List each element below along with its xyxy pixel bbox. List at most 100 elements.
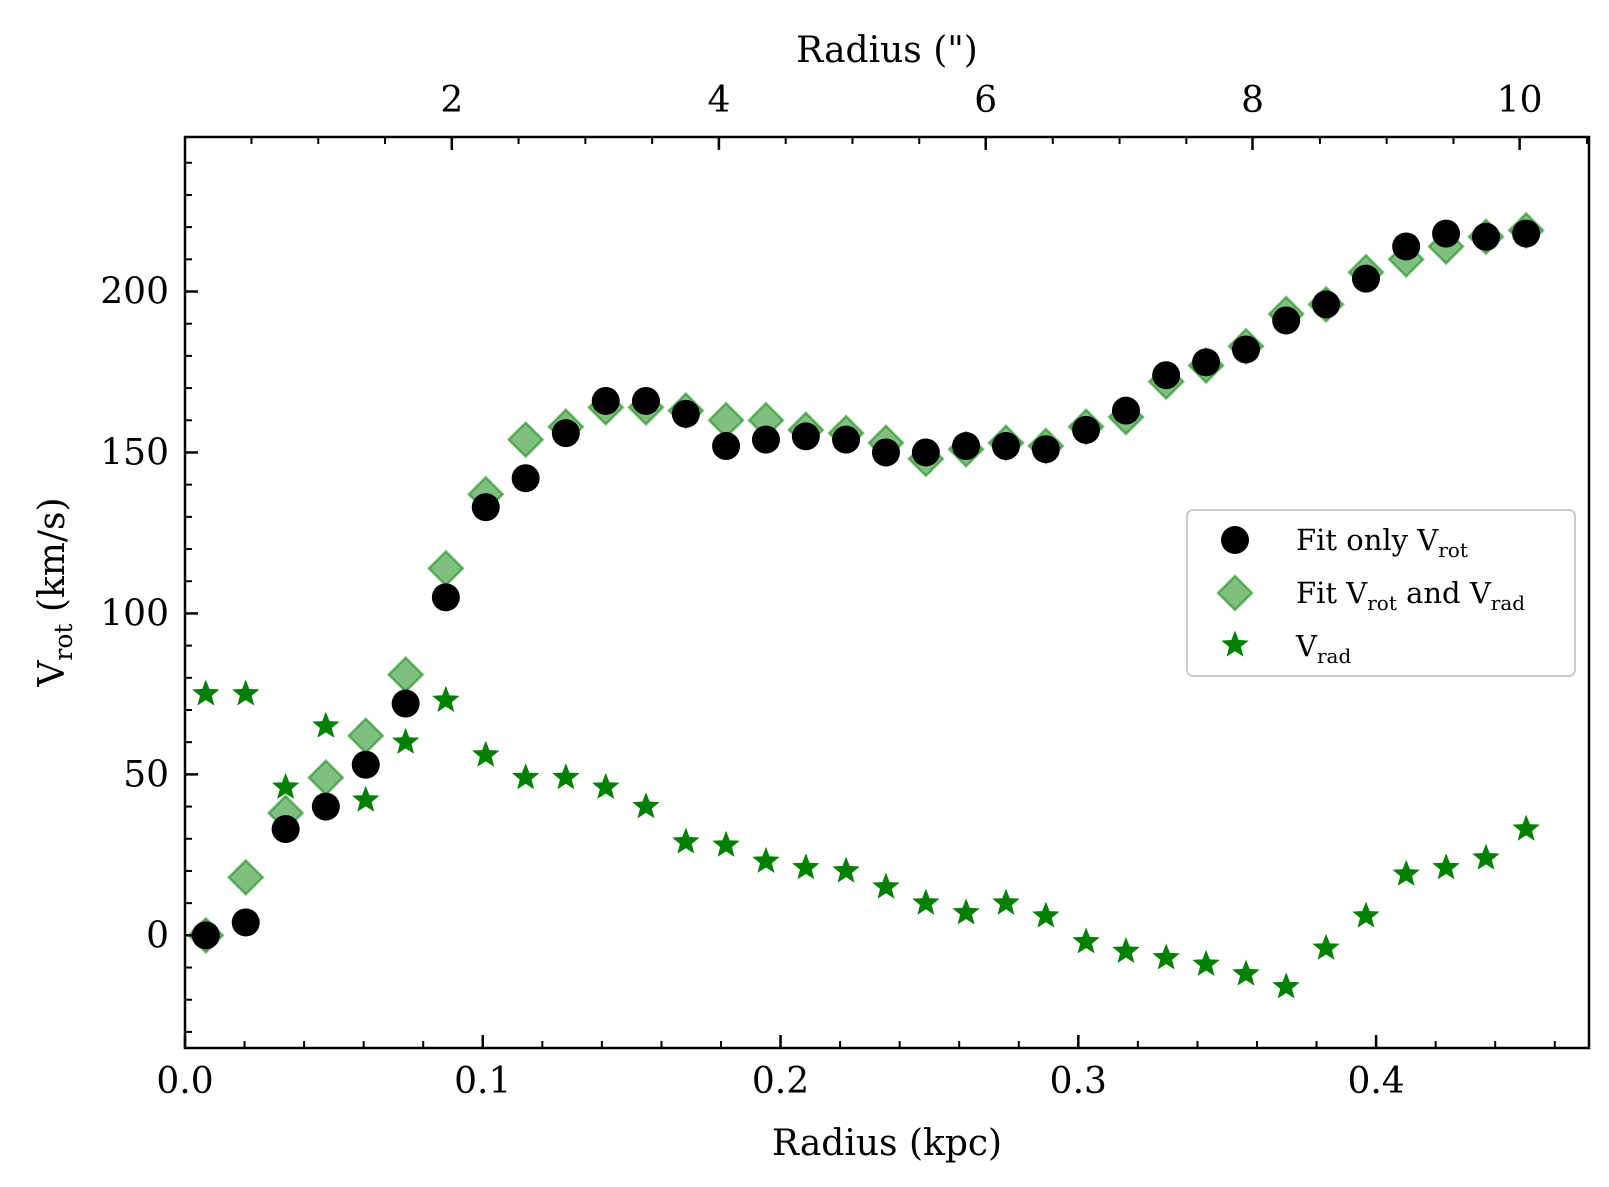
legend-box	[1186, 509, 1576, 677]
circle-point	[431, 583, 460, 612]
diamond-point	[386, 655, 425, 694]
circle-point	[1471, 222, 1500, 251]
circle-point	[1392, 232, 1421, 261]
circle-point	[1152, 361, 1181, 390]
circle-point	[1192, 348, 1221, 377]
star-point	[832, 856, 860, 883]
circle-point	[1111, 396, 1140, 425]
diamond-point	[307, 758, 345, 797]
y-tick-label: 50	[123, 754, 169, 795]
circle-point	[631, 386, 660, 415]
circle-point	[832, 425, 861, 454]
top-tick-label: 8	[1241, 80, 1264, 121]
circle-point	[1231, 335, 1260, 364]
circle-point	[751, 425, 780, 454]
star-point	[1072, 927, 1100, 954]
circle-point	[351, 750, 380, 779]
legend-label-fit-vrot-vrad: Fit Vrot and Vrad	[1296, 576, 1525, 615]
y-axis-label-rest: (km/s)	[32, 497, 73, 623]
legend: Fit only Vrot Fit Vrot and Vrad Vrad	[1186, 509, 1576, 677]
star-point	[672, 827, 700, 854]
star-point	[1392, 859, 1420, 886]
legend-1-main: Fit V	[1296, 576, 1368, 610]
star-point	[352, 785, 380, 812]
x-tick-label: 0.1	[454, 1061, 511, 1102]
y-tick-label: 150	[100, 432, 169, 473]
circle-point	[191, 921, 220, 950]
circle-point	[791, 422, 820, 451]
diamond-point	[346, 716, 385, 755]
star-point	[511, 763, 540, 790]
y-tick-label: 0	[146, 915, 169, 956]
star-point	[192, 679, 220, 706]
top-tick-label: 10	[1497, 80, 1543, 121]
legend-1-sub2: rad	[1491, 591, 1525, 615]
top-tick-label: 2	[440, 80, 463, 121]
diamond-point	[427, 549, 465, 588]
circle-point	[1432, 219, 1461, 248]
legend-marker-circle	[1221, 526, 1249, 554]
star-point	[1432, 853, 1460, 880]
star-point	[432, 685, 460, 713]
circle-point	[952, 432, 981, 461]
star-point	[752, 846, 780, 873]
circle-point	[471, 493, 500, 522]
star-point	[872, 872, 900, 899]
circle-point	[511, 464, 540, 493]
circle-point	[591, 386, 620, 415]
star-point	[1112, 937, 1140, 964]
circle-point	[311, 792, 340, 821]
legend-1-sub: rot	[1367, 591, 1397, 615]
x-tick-label: 0.0	[156, 1061, 213, 1102]
circle-point	[1312, 290, 1341, 319]
star-point	[1352, 901, 1380, 928]
circle-point	[1351, 264, 1380, 293]
y-axis-label-sub: rot	[49, 624, 78, 661]
star-point	[391, 727, 420, 754]
y-axis-label: Vrot (km/s)	[32, 497, 78, 687]
star-point	[472, 740, 500, 767]
circle-point	[1072, 415, 1101, 444]
circle-point	[1272, 306, 1301, 335]
star-point	[1232, 959, 1260, 986]
star-point	[1272, 972, 1300, 999]
x-axis-label: Radius (kpc)	[772, 1123, 1002, 1164]
legend-2-main: V	[1295, 629, 1318, 663]
star-point	[792, 853, 820, 880]
star-point	[1192, 949, 1220, 976]
legend-label-fit-only-vrot: Fit only Vrot	[1296, 523, 1468, 562]
star-point	[312, 711, 340, 738]
legend-1-rest: and V	[1397, 576, 1492, 610]
star-point	[992, 888, 1020, 915]
circle-point	[1512, 219, 1541, 248]
legend-marker-diamond	[1216, 574, 1254, 612]
y-tick-label: 100	[100, 593, 169, 634]
star-point	[632, 792, 660, 819]
star-point	[271, 772, 300, 799]
circle-point	[871, 438, 900, 467]
star-point	[592, 772, 620, 799]
star-point	[952, 898, 980, 925]
circle-point	[1031, 435, 1060, 464]
y-tick-label: 200	[100, 272, 169, 313]
circle-point	[671, 399, 700, 428]
circle-point	[231, 908, 260, 937]
x-tick-label: 0.4	[1347, 1061, 1404, 1102]
circle-point	[991, 432, 1020, 461]
legend-0-main: Fit only V	[1296, 523, 1439, 557]
top-tick-label: 4	[707, 80, 730, 121]
star-point	[1032, 901, 1060, 928]
circle-point	[911, 438, 940, 467]
x-tick-label: 0.2	[752, 1061, 809, 1102]
x-tick-label: 0.3	[1050, 1061, 1107, 1102]
star-point	[232, 679, 260, 706]
data-markers	[187, 211, 1545, 999]
star-point	[552, 763, 580, 790]
top-tick-label: 6	[974, 80, 997, 121]
tick-labels: 0.0 0.1 0.2 0.3 0.4 0 50 100 150 200 2 4 6 8 10	[100, 80, 1542, 1102]
legend-2-sub: rad	[1317, 644, 1351, 668]
legend-0-sub: rot	[1438, 538, 1468, 562]
star-point	[712, 830, 740, 857]
legend-label-vrad: Vrad	[1295, 629, 1351, 668]
